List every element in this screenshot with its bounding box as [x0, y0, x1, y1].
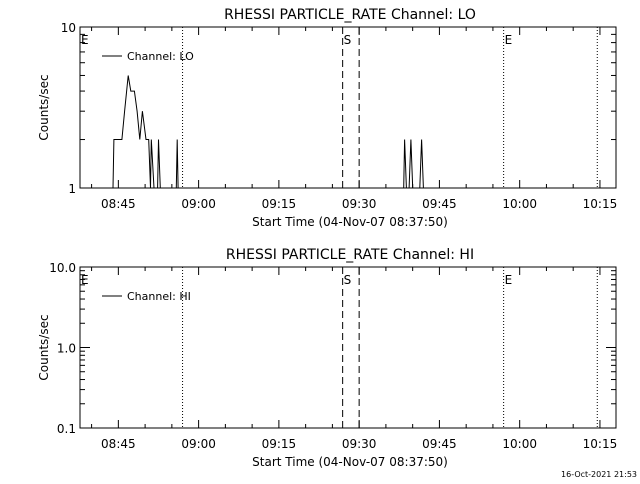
x-tick-label: 10:15 — [583, 437, 618, 451]
x-tick-label: 09:45 — [422, 437, 457, 451]
event-marker-label: S — [344, 33, 352, 47]
x-tick-label: 10:00 — [502, 197, 537, 211]
x-tick-label: 09:00 — [181, 437, 216, 451]
y-tick-label: 10 — [61, 21, 76, 35]
x-tick-label: 09:30 — [342, 437, 377, 451]
x-tick-label: 10:00 — [502, 437, 537, 451]
chart-title: RHESSI PARTICLE_RATE Channel: HI — [226, 247, 474, 263]
x-tick-label: 09:15 — [262, 437, 297, 451]
x-axis-label: Start Time (04-Nov-07 08:37:50) — [252, 215, 448, 229]
x-tick-label: 09:45 — [422, 197, 457, 211]
legend-entry: Channel: LO — [127, 50, 194, 63]
y-axis-label: Counts/sec — [37, 314, 51, 380]
y-tick-label: 1.0 — [57, 342, 76, 356]
chart-panel-1: RHESSI PARTICLE_RATE Channel: LO Start Ti… — [37, 7, 617, 229]
x-tick-label: 08:45 — [101, 437, 136, 451]
x-tick-label: 09:30 — [342, 197, 377, 211]
y-tick-label: 10.0 — [49, 261, 76, 275]
event-marker-label: S — [344, 273, 352, 287]
legend-entry: Channel: HI — [127, 290, 191, 303]
date-stamp: 16-Oct-2021 21:53 — [561, 470, 637, 479]
y-axis-label: Counts/sec — [37, 74, 51, 140]
event-marker-label: E — [505, 33, 513, 47]
data-series-line — [112, 75, 424, 189]
chart-panel-2: RHESSI PARTICLE_RATE Channel: HI Start Ti… — [37, 247, 617, 469]
y-tick-label: 0.1 — [57, 422, 76, 436]
event-marker-label: E — [81, 33, 89, 47]
x-tick-label: 09:15 — [262, 197, 297, 211]
event-marker-label: E — [81, 273, 89, 287]
x-tick-label: 10:15 — [583, 197, 618, 211]
chart-title: RHESSI PARTICLE_RATE Channel: LO — [224, 7, 476, 23]
y-tick-label: 1 — [68, 182, 76, 196]
x-tick-label: 09:00 — [181, 197, 216, 211]
x-axis-label: Start Time (04-Nov-07 08:37:50) — [252, 455, 448, 469]
x-tick-label: 08:45 — [101, 197, 136, 211]
event-marker-label: E — [505, 273, 513, 287]
